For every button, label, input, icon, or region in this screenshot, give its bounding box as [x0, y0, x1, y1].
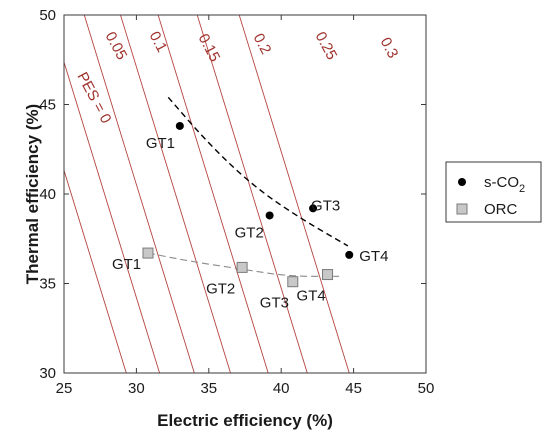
pes-line — [120, 15, 231, 373]
y-tick-label: 50 — [39, 7, 56, 24]
orc-point-gt4 — [322, 269, 334, 281]
x-tick-label: 35 — [200, 380, 217, 397]
legend-label-sco2: s-CO2 — [484, 174, 525, 195]
pes-line — [64, 60, 160, 373]
x-tick-label: 45 — [345, 380, 362, 397]
orc-point-gt2 — [236, 261, 248, 273]
pes-line — [238, 15, 350, 373]
x-tick-label: 40 — [273, 380, 290, 397]
legend-label-sco2-sub: 2 — [519, 183, 525, 195]
sco2-label-gt1: GT1 — [146, 135, 175, 152]
pes-line-label: 0.2 — [250, 31, 275, 57]
x-ticks: 25 30 35 40 45 50 — [56, 15, 435, 397]
pes-line — [157, 15, 269, 373]
orc-label-gt2: GT2 — [206, 280, 235, 297]
sco2-point-gt4 — [345, 250, 354, 259]
pes-lines — [64, 15, 350, 373]
legend: s-CO2 ORC — [445, 161, 542, 223]
data-markers — [142, 121, 354, 288]
plot-frame — [63, 14, 427, 374]
pes-line — [64, 168, 127, 373]
y-tick-label: 40 — [39, 186, 56, 203]
y-tick-label: 30 — [39, 365, 56, 382]
x-tick-label: 50 — [418, 380, 435, 397]
pes-line-label: 0.15 — [195, 31, 224, 65]
legend-label-orc: ORC — [484, 201, 518, 218]
legend-marker-orc — [456, 203, 468, 215]
trend-line-sco2 — [167, 96, 349, 247]
orc-label-gt3: GT3 — [260, 295, 289, 312]
trend-line-orc — [147, 252, 340, 277]
sco2-label-gt2: GT2 — [235, 224, 264, 241]
orc-point-gt1 — [142, 247, 154, 259]
pes-line-label: 0.25 — [312, 29, 341, 63]
legend-marker-sco2 — [458, 178, 466, 186]
pes-line — [83, 15, 195, 373]
y-ticks: 30 35 40 45 50 — [39, 7, 426, 382]
trend-lines — [147, 96, 349, 277]
orc-label-gt1: GT1 — [112, 256, 141, 273]
sco2-point-gt3 — [309, 204, 318, 213]
sco2-point-gt1 — [175, 121, 184, 130]
x-tick-label: 25 — [56, 380, 73, 397]
y-tick-label: 45 — [39, 97, 56, 114]
orc-label-gt4: GT4 — [297, 288, 326, 305]
x-axis-title: Electric efficiency (%) — [157, 411, 333, 430]
pes-line-label: 0.1 — [146, 29, 171, 55]
y-axis-title: Thermal efficiency (%) — [23, 104, 42, 284]
pes-line-label: 0.3 — [377, 35, 402, 61]
sco2-point-gt2 — [265, 211, 274, 220]
sco2-label-gt3: GT3 — [311, 197, 340, 214]
point-labels: GT1 GT2 GT3 GT4 GT1 GT2 GT3 GT4 — [112, 135, 388, 312]
legend-label-sco2-main: s-CO — [484, 174, 519, 191]
pes-line — [196, 15, 308, 373]
x-tick-label: 30 — [128, 380, 145, 397]
y-tick-label: 35 — [39, 276, 56, 293]
orc-point-gt3 — [287, 276, 299, 288]
pes-line-label: PES = 0 — [73, 69, 114, 126]
pes-labels: PES = 00.05 0.1 0.15 0.2 0.25 0.3 — [73, 29, 401, 127]
sco2-label-gt4: GT4 — [359, 248, 388, 265]
